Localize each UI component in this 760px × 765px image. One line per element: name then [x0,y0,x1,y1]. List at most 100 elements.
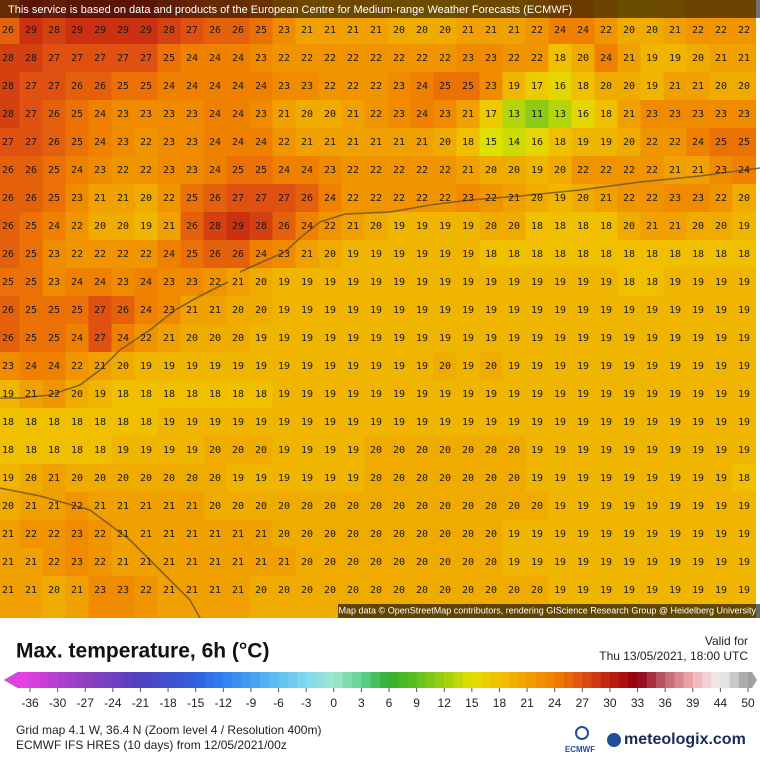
temperature-value: 22 [600,165,612,176]
temperature-cell [364,44,388,73]
temperature-cell [180,184,204,213]
temperature-cell [709,156,733,185]
temperature-cell [111,548,135,577]
temperature-cell [387,380,411,409]
temperature-cell [295,240,319,269]
temperature-cell [341,492,365,521]
temperature-cell [456,548,480,577]
coast-south [0,281,229,399]
temperature-value: 22 [738,25,750,36]
temperature-value: 21 [117,557,129,568]
color-bar-segment [76,672,86,688]
temperature-value: 24 [71,165,83,176]
temperature-value: 22 [416,193,428,204]
temperature-cell [525,380,549,409]
temperature-value: 21 [669,25,681,36]
temperature-value: 20 [462,585,474,596]
temperature-cell [272,380,296,409]
temperature-value: 25 [255,25,267,36]
temperature-value: 19 [278,417,290,428]
temperature-value: 20 [117,473,129,484]
temperature-cell [249,548,273,577]
temperature-value: 20 [324,501,336,512]
temperature-cell [387,296,411,325]
color-bar-segment [333,672,344,688]
temperature-value: 19 [485,333,497,344]
temperature-value: 19 [554,417,566,428]
temperature-cell [433,548,457,577]
temperature-value: 25 [117,81,129,92]
temperature-value: 20 [209,445,221,456]
temperature-value: 23 [117,109,129,120]
temperature-cell [548,296,572,325]
temperature-value: 22 [370,81,382,92]
temperature-cell [134,548,158,577]
temperature-value: 16 [531,137,543,148]
temperature-value: 18 [600,109,612,120]
temperature-cell [111,240,135,269]
temperature-value: 22 [646,193,658,204]
legend-title: Max. temperature, 6h (°C) [16,640,269,663]
temperature-value: 20 [393,473,405,484]
temperature-cell [180,128,204,157]
temperature-cell [732,436,756,465]
temperature-cell [0,44,20,73]
temperature-cell [594,212,618,241]
temperature-cell [19,548,43,577]
temperature-value: 19 [669,333,681,344]
temperature-cell [387,324,411,353]
temperature-cell [525,296,549,325]
temperature-value: 21 [163,333,175,344]
temperature-value: 20 [71,389,83,400]
ecmwf-logo-icon [575,726,589,740]
temperature-cell [341,408,365,437]
temperature-value: 22 [347,193,359,204]
temperature-cell [410,156,434,185]
temperature-cell [732,44,756,73]
temperature-cell [686,296,710,325]
temperature-cell [525,128,549,157]
temperature-cell [479,100,503,129]
temperature-value: 21 [508,25,520,36]
color-bar-segment [720,672,730,688]
temperature-value: 20 [462,501,474,512]
temperature-value: 18 [94,417,106,428]
temperature-value: 19 [554,529,566,540]
temperature-cell [525,72,549,101]
temperature-value: 22 [25,529,37,540]
temperature-value: 19 [623,333,635,344]
temperature-cell [387,128,411,157]
temperature-value: 19 [531,445,543,456]
temperature-cell [456,72,480,101]
temperature-cell [272,548,296,577]
temperature-value: 20 [439,361,451,372]
temperature-value: 24 [232,81,244,92]
temperature-value: 19 [347,361,359,372]
temperature-value: 20 [140,193,152,204]
color-bar-tick-label: -18 [159,696,177,710]
temperature-cell [295,128,319,157]
temperature-cell [157,100,181,129]
temperature-value: 19 [577,361,589,372]
temperature-cell [318,268,342,297]
temperature-cell [617,156,641,185]
temperature-value: 17 [485,109,497,120]
temperature-value: 24 [301,221,313,232]
temperature-value: 25 [462,81,474,92]
temperature-cell [663,380,687,409]
temperature-value: 19 [669,473,681,484]
temperature-value: 25 [186,193,198,204]
temperature-cell [0,100,20,129]
temperature-cell [134,352,158,381]
temperature-value: 20 [232,501,244,512]
color-bar-tick-label: -9 [246,696,257,710]
temperature-value: 19 [324,333,336,344]
temperature-value: 19 [301,445,313,456]
temperature-value: 19 [347,249,359,260]
temperature-value: 22 [669,137,681,148]
color-bar-tick-label: -30 [49,696,67,710]
temperature-value: 18 [25,445,37,456]
temperature-value: 21 [692,165,704,176]
temperature-value: 19 [646,473,658,484]
temperature-value: 23 [715,165,727,176]
